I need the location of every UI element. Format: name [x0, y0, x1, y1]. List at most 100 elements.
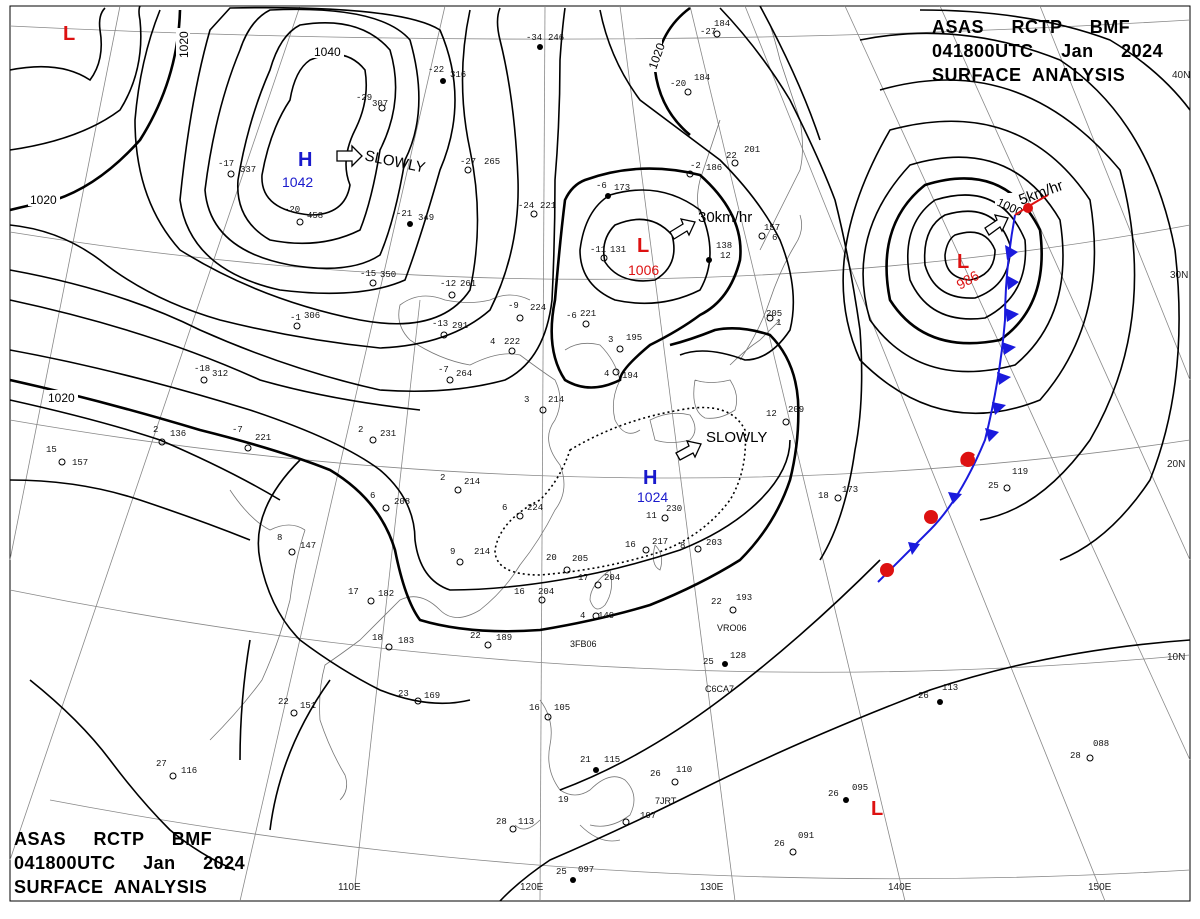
station-pressure: 151	[300, 701, 316, 711]
station-temp: 16	[514, 587, 525, 597]
station-pressure: 115	[604, 755, 620, 765]
station-temp: 26	[918, 691, 929, 701]
station-plot: -21 349	[396, 209, 434, 227]
title-line-time: 041800UTC Jan 2024	[14, 853, 246, 873]
station-pressure: 105	[554, 703, 570, 713]
station-temp: -27	[460, 157, 476, 167]
longitude-lines	[9, 5, 1191, 902]
station-temp: -20	[284, 205, 300, 215]
station-plot: 16 204	[514, 587, 554, 604]
station-pressure: 113	[518, 817, 534, 827]
station-temp: 205	[766, 309, 782, 319]
cold-front-barb	[908, 542, 920, 555]
station-plot: -2 186	[686, 161, 722, 178]
station-pressure: 097	[578, 865, 594, 875]
station-pressure: 208	[394, 497, 410, 507]
lon-label-140e: 140E	[888, 882, 912, 893]
cold-front-barb	[1005, 245, 1018, 260]
ship-code: 7JRT	[655, 796, 677, 806]
station-temp: 22	[726, 151, 737, 161]
station-temp: 4	[580, 611, 585, 621]
station-pressure: 230	[666, 504, 682, 514]
high-letter: H	[298, 149, 312, 171]
station-plot: 22 151	[278, 697, 316, 717]
station-plot: 26 091	[774, 831, 814, 856]
station-temp: -2	[690, 161, 701, 171]
station-plot: -20 458	[284, 205, 323, 226]
latitude-lines	[9, 19, 1191, 880]
station-plot: 6 208	[370, 491, 410, 512]
station-temp: -6	[596, 181, 607, 191]
station-plot: 3 214	[524, 395, 564, 414]
station-plot: 18 173	[818, 485, 858, 502]
isobar-1040	[261, 53, 368, 216]
station-plot: 8 147	[277, 533, 316, 556]
station-plot: -11 131	[590, 245, 626, 262]
station-temp: -1	[290, 313, 301, 323]
movement-arrow-low-1006: 30km/hr	[669, 209, 752, 240]
station-plot: 25 097	[556, 865, 594, 883]
station-temp: -24	[518, 201, 534, 211]
station-pressure: 173	[614, 183, 630, 193]
station-pressure: 221	[255, 433, 271, 443]
station-pressure: 140	[598, 611, 614, 621]
station-plot: 21 115	[580, 755, 620, 773]
station-temp: 4	[604, 369, 609, 379]
station-plot: -12 261	[440, 279, 476, 299]
title-line-type: SURFACE ANALYSIS	[14, 877, 208, 897]
station-temp: 4	[490, 337, 495, 347]
station-plot: -9 224	[508, 301, 546, 322]
isobar-1020-south	[9, 327, 800, 633]
station-plot: 23 169	[398, 689, 440, 705]
station-temp: 19	[558, 795, 569, 805]
coastlines	[209, 24, 803, 842]
station-temp: -21	[396, 209, 412, 219]
station-pressure: 184	[694, 73, 710, 83]
station-temp: 18	[818, 491, 829, 501]
lat-label-30n: 30N	[1170, 270, 1188, 281]
station-temp: 28	[1070, 751, 1081, 761]
cold-front-barb	[997, 372, 1011, 385]
isobar-label-1020-b: 1020	[30, 193, 57, 207]
station-pressure: 214	[474, 547, 490, 557]
station-temp: 138	[716, 241, 732, 251]
warm-front	[880, 194, 1049, 577]
station-plot: 19 107	[558, 795, 656, 826]
station-plot: 3 195	[608, 333, 642, 353]
low-letter: L	[63, 23, 75, 45]
station-pressure: 337	[240, 165, 256, 175]
station-temp: 3	[608, 335, 613, 345]
low-letter: L	[871, 798, 883, 820]
station-temp: -9	[508, 301, 519, 311]
high-center-1042: H 1042	[282, 149, 313, 190]
station-plot: 20 205	[546, 553, 588, 574]
station-temp: 25	[556, 867, 567, 877]
station-pressure: 107	[640, 811, 656, 821]
warm-front-bump	[961, 453, 975, 467]
station-pressure: 222	[504, 337, 520, 347]
station-plot: 4 222	[490, 337, 520, 355]
title-line-station: ASAS RCTP BMF	[14, 829, 213, 849]
station-temp: -11	[590, 245, 606, 255]
station-pressure: 221	[540, 201, 556, 211]
station-plot: -13 291	[432, 319, 468, 339]
station-temp: 16	[529, 703, 540, 713]
movement-label: 30km/hr	[698, 209, 752, 226]
station-temp: 23	[398, 689, 409, 699]
station-temp: -13	[432, 319, 448, 329]
station-temp: 2	[358, 425, 363, 435]
lon-label-110e: 110E	[338, 882, 361, 893]
isobar-label-1020-a: 1020	[177, 31, 191, 58]
station-pressure: 157	[72, 458, 88, 468]
station-plot: 4 194	[604, 368, 638, 381]
station-plot: 27 116	[156, 759, 197, 780]
station-temp: 11	[646, 511, 657, 521]
station-temp: 26	[774, 839, 785, 849]
station-pressure: 264	[456, 369, 472, 379]
station-pressure: 291	[452, 321, 468, 331]
low-letter: L	[957, 251, 969, 273]
ship-code: C6CA7	[705, 684, 734, 694]
station-plot: -22 316	[428, 65, 466, 84]
station-plot: -7 221	[232, 425, 271, 452]
